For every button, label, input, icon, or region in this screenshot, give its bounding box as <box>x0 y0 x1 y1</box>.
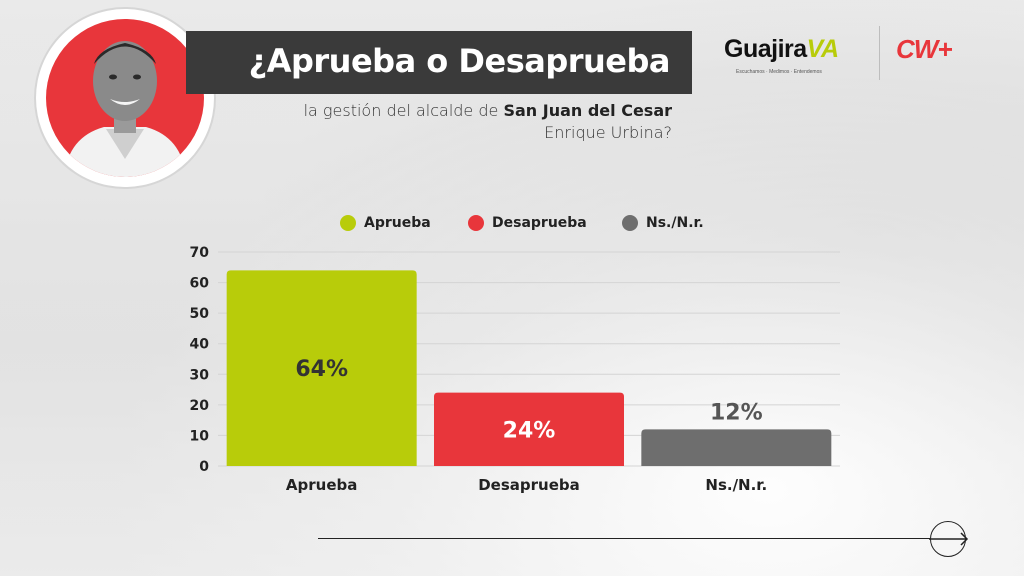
y-tick-label: 70 <box>190 245 210 261</box>
page-subtitle: la gestión del alcalde de San Juan del C… <box>200 100 672 144</box>
portrait-illustration <box>64 41 186 177</box>
arrow-right-icon <box>929 532 969 546</box>
data-label: 12% <box>710 400 763 425</box>
cw-plus-logo: CW+ <box>896 34 952 64</box>
next-arrow-button[interactable] <box>929 521 969 557</box>
subtitle-prefix: la gestión del alcalde de <box>303 101 504 120</box>
legend-dot-nsnr <box>622 215 638 231</box>
page-title: ¿Aprueba o Desaprueba <box>248 42 671 80</box>
subtitle-mayor-name: Enrique Urbina? <box>544 123 672 142</box>
guajira-logo-mark: VA <box>806 35 839 63</box>
legend-item-aprueba: Aprueba <box>340 212 431 234</box>
x-tick-label: Aprueba <box>286 476 357 494</box>
guajira-logo-tagline: Escuchamos · Medimos · Entendemos <box>736 69 822 75</box>
y-tick-label: 50 <box>190 306 210 322</box>
bar <box>641 429 832 466</box>
y-tick-label: 0 <box>199 459 209 475</box>
legend-dot-desaprueba <box>468 215 484 231</box>
x-tick-label: Desaprueba <box>478 476 580 494</box>
legend-item-desaprueba: Desaprueba <box>468 212 587 234</box>
legend-item-nsnr: Ns./N.r. <box>622 212 704 234</box>
x-tick-label: Ns./N.r. <box>705 476 767 494</box>
y-tick-label: 10 <box>190 428 210 444</box>
legend-label-desaprueba: Desaprueba <box>492 215 587 231</box>
guajira-logo-word: Guajira <box>724 35 807 63</box>
logo-divider <box>879 26 880 80</box>
y-tick-label: 40 <box>190 337 210 353</box>
y-tick-label: 30 <box>190 367 210 383</box>
bar <box>226 270 417 466</box>
bar <box>434 392 624 466</box>
data-label: 64% <box>295 357 348 382</box>
subtitle-municipality: San Juan del Cesar <box>503 101 672 120</box>
y-tick-label: 20 <box>190 398 210 414</box>
title-banner <box>186 31 692 94</box>
bottom-divider-line <box>318 538 930 539</box>
mayor-portrait <box>36 9 214 187</box>
legend-label-nsnr: Ns./N.r. <box>646 215 704 231</box>
legend-dot-aprueba <box>340 215 356 231</box>
data-label: 24% <box>503 418 556 443</box>
guajira-va-logo: GuajiraVA Escuchamos · Medimos · Entende… <box>724 35 864 75</box>
legend-label-aprueba: Aprueba <box>364 215 431 231</box>
y-tick-label: 60 <box>190 276 210 292</box>
